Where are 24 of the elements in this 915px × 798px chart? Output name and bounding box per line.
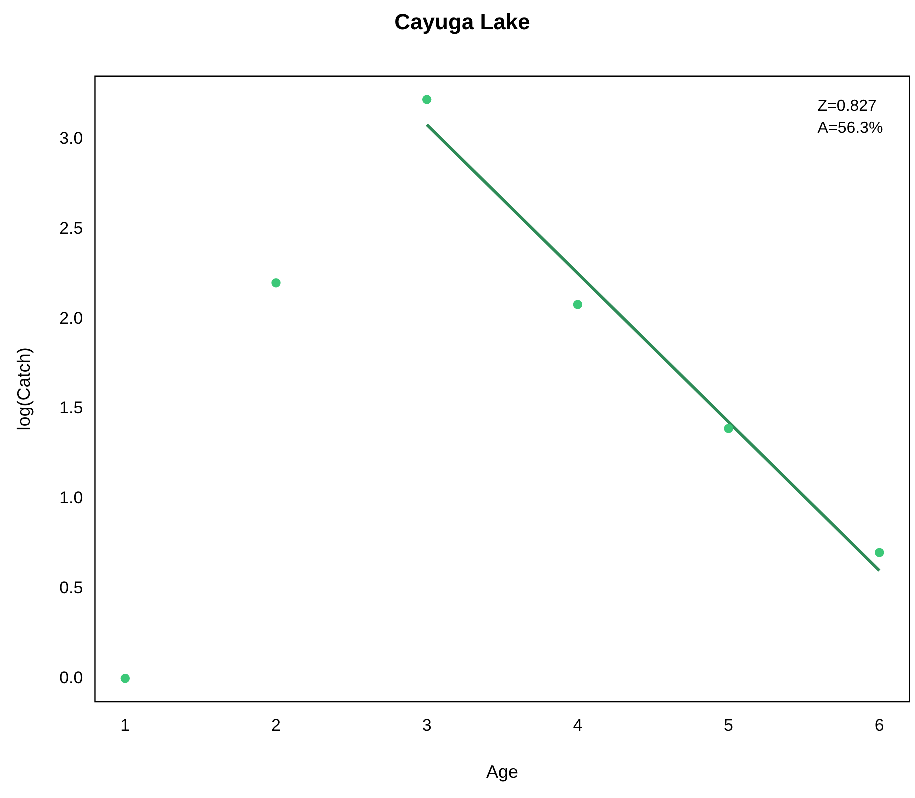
annotation: A=56.3%: [818, 120, 884, 137]
x-tick-label: 4: [573, 716, 583, 735]
point: [272, 278, 281, 288]
y-tick-label: 1.0: [60, 488, 84, 508]
y-tick-label: 0.5: [60, 578, 84, 598]
chart-title: Cayuga Lake: [394, 9, 530, 34]
y-tick-label: 2.5: [60, 218, 84, 238]
x-tick-label: 5: [724, 716, 734, 735]
point: [573, 300, 583, 310]
x-axis-title: Age: [486, 762, 519, 782]
point: [875, 548, 884, 558]
x-tick-label: 6: [874, 716, 884, 735]
y-tick-label: 3.0: [60, 129, 84, 148]
y-tick-label: 1.5: [60, 398, 84, 418]
y-tick-label: 0.0: [60, 668, 84, 688]
point: [120, 674, 130, 684]
x-tick-label: 2: [272, 716, 281, 735]
point: [422, 95, 432, 104]
y-tick-label: 2.0: [60, 308, 84, 328]
x-tick-label: 3: [422, 716, 432, 735]
y-axis-title: log(Catch): [14, 348, 34, 431]
point: [724, 424, 734, 434]
annotation: Z=0.827: [818, 98, 878, 115]
x-tick-label: 1: [120, 716, 130, 735]
